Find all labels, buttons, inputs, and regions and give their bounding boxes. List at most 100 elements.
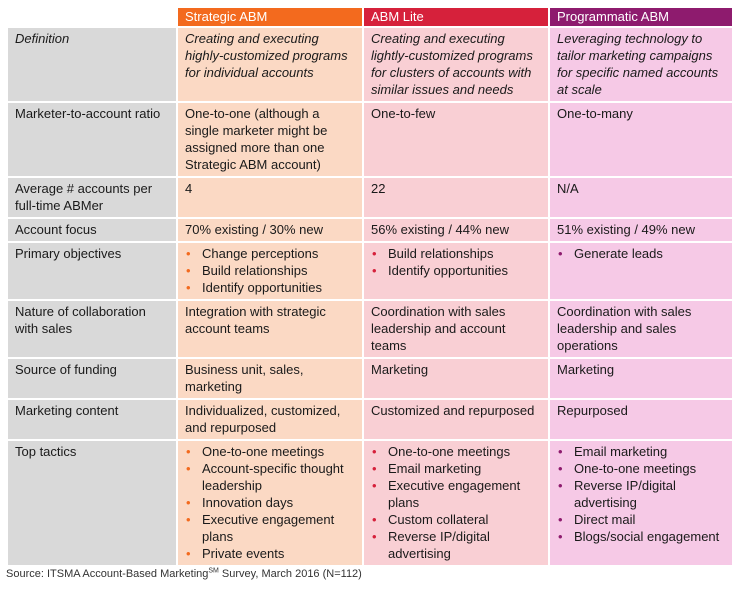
list-item: • Identify opportunities xyxy=(185,279,356,296)
bullet-icon: • xyxy=(372,246,377,261)
header-blank xyxy=(6,6,178,28)
list-item-text: One-to-one meetings xyxy=(202,444,325,459)
list-item: • Direct mail xyxy=(557,511,726,528)
bullet-icon: • xyxy=(186,263,191,278)
row-account-focus: Account focus 70% existing / 30% new 56%… xyxy=(6,217,734,243)
cell-lite: • One-to-one meetings • Email marketing • E… xyxy=(362,439,550,567)
bullet-icon: • xyxy=(186,495,191,510)
row-label: Average # accounts per full-time ABMer xyxy=(6,176,178,219)
cell-strategic: Business unit, sales, marketing xyxy=(176,357,364,400)
cell-strategic: Integration with strategic account teams xyxy=(176,299,364,359)
row-ratio: Marketer-to-account ratio One-to-one (al… xyxy=(6,101,734,178)
bullet-icon: • xyxy=(186,546,191,561)
bullet-icon: • xyxy=(186,246,191,261)
header-strategic-abm: Strategic ABM xyxy=(176,6,364,28)
cell-lite: Coordination with sales leadership and a… xyxy=(362,299,550,359)
list-item-text: Email marketing xyxy=(574,444,668,459)
list-item-text: Generate leads xyxy=(574,246,663,261)
row-label: Definition xyxy=(6,26,178,103)
list-item-text: Innovation days xyxy=(202,495,294,510)
bullet-icon: • xyxy=(558,461,563,476)
row-label: Source of funding xyxy=(6,357,178,400)
bullet-icon: • xyxy=(372,444,377,459)
list-item: • Account-specific thought leadership xyxy=(185,460,356,494)
cell-programmatic: Repurposed xyxy=(548,398,734,441)
list-item-text: Identify opportunities xyxy=(202,280,322,295)
list-item: • Innovation days xyxy=(185,494,356,511)
list-item: • Email marketing xyxy=(371,460,542,477)
bullet-icon: • xyxy=(186,444,191,459)
list-item-text: Build relationships xyxy=(388,246,494,261)
cell-lite: Marketing xyxy=(362,357,550,400)
cell-programmatic: 51% existing / 49% new xyxy=(548,217,734,243)
list-item: • Email marketing xyxy=(557,443,726,460)
cell-programmatic: • Generate leads xyxy=(548,241,734,301)
bullet-icon: • xyxy=(372,529,377,544)
header-programmatic-abm: Programmatic ABM xyxy=(548,6,734,28)
list-item: • One-to-one meetings xyxy=(557,460,726,477)
bullet-icon: • xyxy=(372,461,377,476)
list-item: • Private events xyxy=(185,545,356,562)
cell-programmatic: Coordination with sales leadership and s… xyxy=(548,299,734,359)
cell-lite: 56% existing / 44% new xyxy=(362,217,550,243)
cell-programmatic: One-to-many xyxy=(548,101,734,178)
row-label: Nature of collaboration with sales xyxy=(6,299,178,359)
list-item-text: One-to-one meetings xyxy=(388,444,511,459)
service-mark: SM xyxy=(208,567,219,575)
cell-programmatic: Marketing xyxy=(548,357,734,400)
row-label: Account focus xyxy=(6,217,178,243)
bullet-icon: • xyxy=(558,444,563,459)
list-item: • Reverse IP/digital advertising xyxy=(557,477,726,511)
list-item-text: Reverse IP/digital advertising xyxy=(574,478,676,510)
list-item: • Generate leads xyxy=(557,245,726,262)
bullet-list: • Generate leads xyxy=(557,245,726,262)
list-item: • Build relationships xyxy=(371,245,542,262)
bullet-icon: • xyxy=(558,512,563,527)
header-abm-lite: ABM Lite xyxy=(362,6,550,28)
list-item: • One-to-one meetings xyxy=(185,443,356,460)
cell-lite: One-to-few xyxy=(362,101,550,178)
bullet-icon: • xyxy=(372,263,377,278)
cell-strategic: One-to-one (although a single marketer m… xyxy=(176,101,364,178)
list-item-text: One-to-one meetings xyxy=(574,461,697,476)
bullet-icon: • xyxy=(186,280,191,295)
list-item: • One-to-one meetings xyxy=(371,443,542,460)
row-label: Marketer-to-account ratio xyxy=(6,101,178,178)
row-content: Marketing content Individualized, custom… xyxy=(6,398,734,441)
list-item-text: Private events xyxy=(202,546,285,561)
row-tactics: Top tactics • One-to-one meetings • Accoun… xyxy=(6,439,734,567)
bullet-list: • Email marketing • One-to-one meetings • R… xyxy=(557,443,726,545)
abm-comparison-table: Strategic ABM ABM Lite Programmatic ABM … xyxy=(6,6,734,567)
source-suffix: Survey, March 2016 (N=112) xyxy=(218,568,362,580)
bullet-icon: • xyxy=(372,478,377,493)
cell-strategic: Individualized, customized, and repurpos… xyxy=(176,398,364,441)
source-note: Source: ITSMA Account-Based MarketingSM … xyxy=(6,567,362,580)
row-funding: Source of funding Business unit, sales, … xyxy=(6,357,734,400)
list-item: • Identify opportunities xyxy=(371,262,542,279)
list-item-text: Blogs/social engagement xyxy=(574,529,720,544)
cell-programmatic: Leveraging technology to tailor marketin… xyxy=(548,26,734,103)
cell-strategic: Creating and executing highly-customized… xyxy=(176,26,364,103)
list-item-text: Change perceptions xyxy=(202,246,319,261)
cell-lite: 22 xyxy=(362,176,550,219)
bullet-icon: • xyxy=(558,478,563,493)
cell-lite: Customized and repurposed xyxy=(362,398,550,441)
cell-strategic: • One-to-one meetings • Account-specific t… xyxy=(176,439,364,567)
row-objectives: Primary objectives • Change perceptions •… xyxy=(6,241,734,301)
cell-lite: Creating and executing lightly-customize… xyxy=(362,26,550,103)
list-item-text: Reverse IP/digital advertising xyxy=(388,529,490,561)
bullet-icon: • xyxy=(186,512,191,527)
bullet-list: • Build relationships • Identify opportuni… xyxy=(371,245,542,279)
list-item: • Change perceptions xyxy=(185,245,356,262)
row-label: Marketing content xyxy=(6,398,178,441)
list-item: • Executive engagement plans xyxy=(185,511,356,545)
bullet-list: • Change perceptions • Build relationships… xyxy=(185,245,356,296)
cell-programmatic: N/A xyxy=(548,176,734,219)
list-item-text: Custom collateral xyxy=(388,512,489,527)
cell-lite: • Build relationships • Identify opportuni… xyxy=(362,241,550,301)
header-row: Strategic ABM ABM Lite Programmatic ABM xyxy=(6,6,734,28)
row-accounts: Average # accounts per full-time ABMer 4… xyxy=(6,176,734,219)
list-item-text: Identify opportunities xyxy=(388,263,508,278)
cell-strategic: 70% existing / 30% new xyxy=(176,217,364,243)
list-item: • Custom collateral xyxy=(371,511,542,528)
